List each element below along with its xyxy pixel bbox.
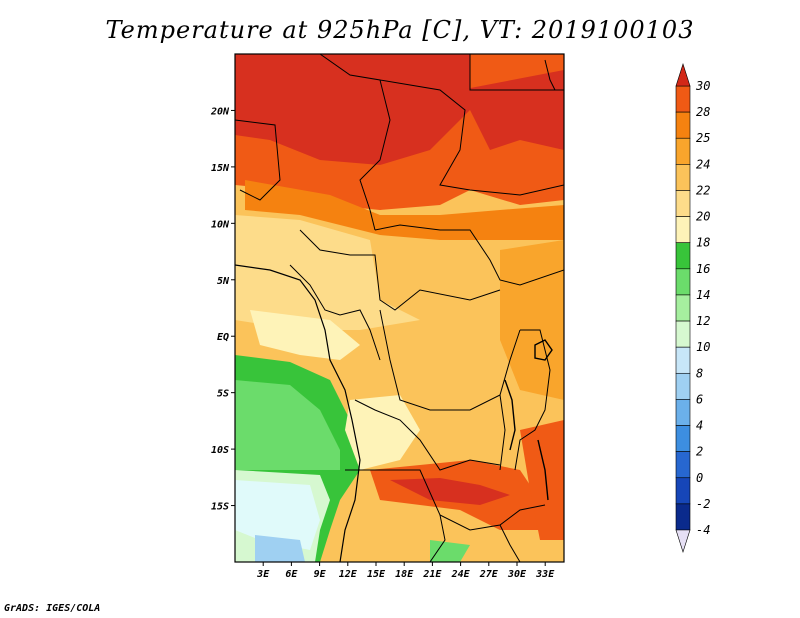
lon-tick-label: 15E [367,569,386,580]
map-frame [234,53,565,563]
colorbar-segment [675,85,691,113]
colorbar-label: 28 [696,105,710,119]
colorbar-label: -2 [696,497,710,511]
colorbar-top-arrow [675,63,691,87]
lon-tick-label: 12E [339,569,358,580]
southern-hottest-zone [390,478,510,505]
colorbar-segment [675,137,691,165]
colorbar-segment [675,503,691,531]
colorbar-segment [675,320,691,348]
central-cool-band [235,215,420,330]
colorbar-label: 22 [696,183,710,197]
colorbar-segment [675,425,691,452]
colorbar-segment [675,190,691,217]
lat-tick-label: 10S [211,445,229,456]
lon-tick-label: 18E [395,569,414,580]
longitude-axis: 3E 6E 9E 12E 15E 18E 21E 24E 27E 30E 33E [256,562,555,580]
colorbar-segment [675,111,691,139]
temperature-field [235,54,564,562]
map-title: Temperature at 925hPa [C], VT: 201910010… [105,16,695,44]
colorbar-segment [675,216,691,244]
country-borders [235,54,564,562]
lon-tick-label: 24E [451,569,471,580]
latitude-axis: 20N 15N 10N 5N EQ 5S 10S 15S [210,106,235,513]
colorbar-segment [675,451,691,479]
lon-tick-label: 27E [479,569,499,580]
lat-tick-label: 5N [217,276,230,287]
atlantic-light-green [235,380,340,470]
lat-tick-label: 20N [210,106,230,117]
lon-tick-label: 30E [507,569,527,580]
colorbar-label: -4 [696,523,710,537]
orange-transition [245,180,564,240]
lat-tick-label: EQ [217,332,229,343]
footer-credit: GrADS: IGES/COLA [4,603,101,614]
angola-plateau-cool [345,395,420,470]
colorbar-label: 2 [696,445,703,459]
mozambique-hot-zone [520,420,564,540]
colorbar-bottom-arrow [675,529,691,553]
colorbar-label: 6 [696,392,703,406]
colorbar-label: 0 [696,471,703,485]
lat-tick-label: 10N [211,219,230,230]
colorbar-label: 4 [696,419,703,433]
colorbar-segment [675,346,691,374]
lon-tick-label: 9E [314,569,327,580]
gabon-cool-zone [250,310,360,360]
lon-tick-label: 3E [256,569,270,580]
colorbar-label: 25 [696,131,710,145]
colorbar-segment [675,242,691,270]
colorbar-label: 30 [695,79,710,93]
colorbar-label: 14 [696,288,710,302]
colorbar-segment [675,477,691,505]
lat-tick-label: 5S [217,389,229,400]
colorbar-segment [675,294,691,322]
atlantic-coolest-zone [235,480,320,550]
lon-tick-label: 6E [285,569,298,580]
sahel-hottest-zone [235,54,470,165]
south-green-patch [430,540,470,562]
colorbar-segment [675,268,691,296]
colorbar-segment [675,399,691,426]
colorbar-label: 20 [696,210,710,224]
colorbar-label: 12 [696,314,710,328]
colorbar-label: 10 [696,340,710,354]
colorbar-segment [675,164,691,191]
lat-tick-label: 15N [211,163,230,174]
colorbar-label: 18 [696,236,710,250]
colorbar-segment [675,372,691,400]
lon-tick-label: 21E [422,569,442,580]
colorbar-label: 8 [696,366,703,380]
colorbar-label: 24 [696,157,710,171]
lat-tick-label: 15S [211,502,229,513]
colorbar-label: 16 [696,262,710,276]
lon-tick-label: 33E [535,569,555,580]
atlantic-blue-patch [255,535,305,562]
